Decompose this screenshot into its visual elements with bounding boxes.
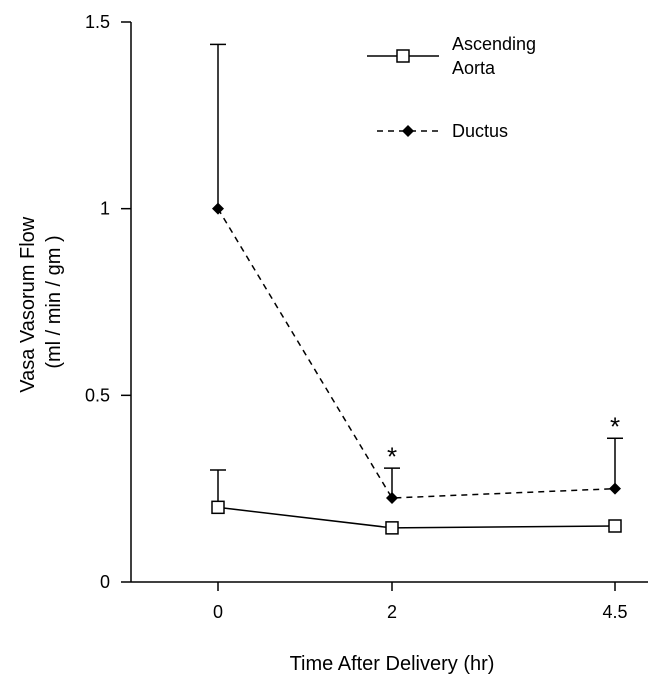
data-point-filled-diamond: [609, 482, 621, 495]
y-tick-label: 0: [100, 572, 110, 592]
data-point-filled-diamond: [386, 492, 398, 504]
y-tick-label: 1.5: [85, 12, 110, 32]
series-line: [217, 506, 616, 529]
legend-open-square-icon: [396, 49, 410, 63]
y-tick-label: 1: [100, 199, 110, 219]
x-tick-label: 2: [387, 602, 397, 622]
y-axis-title-line-1: Vasa Vasorum Flow: [17, 216, 39, 393]
significance-asterisk: *: [610, 412, 620, 442]
legend-label-ductus: Ductus: [452, 121, 508, 141]
x-axis-title: Time After Delivery (hr): [290, 653, 495, 675]
y-axis-title-line-2: (ml / min / gm ): [43, 235, 65, 368]
x-ticks: 0 2 4.5: [213, 582, 628, 622]
axes: [130, 22, 648, 583]
series-0: [210, 469, 622, 535]
data-point-open-square: [211, 500, 225, 515]
x-tick-label: 4.5: [602, 602, 627, 622]
legend-filled-diamond-icon: [402, 125, 414, 137]
legend-item-ductus: Ductus: [377, 121, 508, 141]
y-axis-title: Vasa Vasorum Flow (ml / min / gm ): [17, 211, 65, 393]
data-point-open-square: [385, 521, 399, 535]
legend-item-ascending-aorta: Ascending Aorta: [367, 34, 541, 78]
series-1: [210, 43, 623, 504]
annotation-layer: **: [387, 412, 620, 472]
y-ticks: 0 0.5 1 1.5: [85, 12, 131, 592]
legend-label-line-2: Aorta: [452, 58, 496, 78]
data-point-open-square: [608, 519, 622, 533]
y-tick-label: 0.5: [85, 385, 110, 405]
legend: Ascending Aorta Ductus: [367, 34, 541, 141]
legend-label-ascending-aorta: Ascending Aorta: [452, 34, 541, 78]
series-layer: [210, 43, 623, 535]
legend-label-line-1: Ascending: [452, 34, 536, 54]
significance-asterisk: *: [387, 441, 397, 471]
x-tick-label: 0: [213, 602, 223, 622]
series-line: [217, 208, 616, 499]
data-point-filled-diamond: [212, 202, 224, 215]
